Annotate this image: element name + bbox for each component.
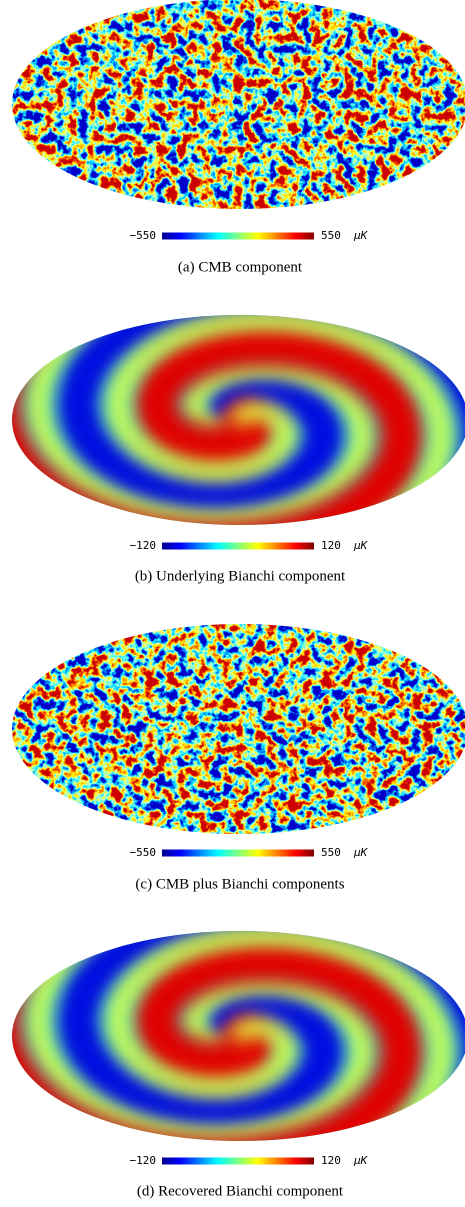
colorbar: [162, 543, 314, 550]
colorbar-unit: μK: [353, 229, 369, 242]
sky-map: [0, 887, 465, 1185]
colorbar: [162, 850, 314, 857]
colorbar-max: 120: [321, 1154, 341, 1167]
caption: (c) CMB plus Bianchi components: [135, 876, 344, 892]
caption: (b) Underlying Bianchi component: [135, 568, 346, 584]
cmb-texture: [12, 0, 465, 209]
colorbar-unit: μK: [353, 1154, 369, 1167]
figure: −550 550 μK (a) CMB component −120 120 μK (b) U…: [0, 0, 465, 1207]
colorbar-max: 550: [321, 229, 341, 242]
colorbar-min: −550: [130, 229, 157, 242]
colorbar-unit: μK: [353, 846, 369, 859]
cmb-texture: [12, 624, 465, 834]
colorbar: [162, 1158, 314, 1165]
colorbar-max: 550: [321, 846, 341, 859]
sky-map: [12, 624, 465, 834]
colorbar-min: −120: [130, 539, 157, 552]
caption: (d) Recovered Bianchi component: [137, 1183, 344, 1199]
colorbar: [162, 233, 314, 240]
colorbar-unit: μK: [353, 539, 369, 552]
colorbar-min: −550: [130, 846, 157, 859]
caption: (a) CMB component: [178, 259, 303, 275]
colorbar-max: 120: [321, 539, 341, 552]
sky-map: [12, 0, 465, 209]
colorbar-min: −120: [130, 1154, 157, 1167]
sky-map: [0, 271, 465, 569]
